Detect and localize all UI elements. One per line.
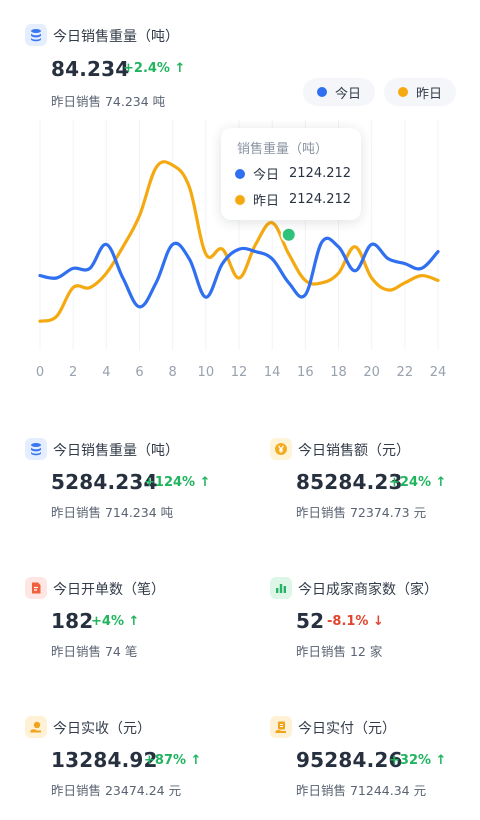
stat-value: 182 xyxy=(51,609,94,633)
x-tick-label: 10 xyxy=(198,365,215,380)
x-tick-label: 0 xyxy=(36,365,44,380)
stat-label: 今日实收（元） xyxy=(53,721,151,737)
legend-yesterday-dot xyxy=(398,87,408,97)
arrow-up-icon: ↑ xyxy=(190,753,202,768)
stat-yesterday: 昨日销售 72374.73 元 xyxy=(296,505,427,520)
money-hand-icon xyxy=(25,716,47,738)
series-yesterday-line xyxy=(38,160,440,323)
stat-yesterday: 昨日销售 71244.34 元 xyxy=(296,783,427,798)
header-yesterday: 昨日销售 74.234 吨 xyxy=(51,94,166,109)
order-document-icon xyxy=(25,577,47,599)
header-value: 84.234 xyxy=(51,57,130,81)
x-tick-label: 20 xyxy=(363,365,380,380)
arrow-up-icon: ↑ xyxy=(128,614,140,629)
arrow-up-icon: ↑ xyxy=(435,753,447,768)
sales-weight-chart: 0 2 4 6 8 10 12 14 16 18 20 22 24 xyxy=(36,120,447,380)
stat-yesterday: 昨日销售 714.234 吨 xyxy=(51,505,174,520)
stat-label: 今日成家商家数（家） xyxy=(298,582,438,598)
series-today-line xyxy=(38,236,440,309)
tooltip-title: 销售重量（吨） xyxy=(237,142,329,157)
x-tick-label: 4 xyxy=(102,365,110,380)
payment-icon xyxy=(270,716,292,738)
stat-value: 95284.26 xyxy=(296,748,403,772)
header-label: 今日销售重量（吨） xyxy=(53,29,179,45)
stat-value: 13284.92 xyxy=(51,748,158,772)
x-tick-label: 6 xyxy=(135,365,143,380)
highlight-point[interactable] xyxy=(280,226,297,243)
x-tick-label: 18 xyxy=(330,365,347,380)
x-tick-label: 8 xyxy=(169,365,177,380)
legend-yesterday[interactable]: 昨日 xyxy=(384,78,457,106)
stat-value: 5284.234 xyxy=(51,470,158,494)
x-tick-label: 14 xyxy=(264,365,281,380)
x-tick-label: 24 xyxy=(430,365,447,380)
header-change: +2.4% ↑ xyxy=(123,61,186,76)
arrow-up-icon: ↑ xyxy=(174,61,186,76)
stat-change: +4% ↑ xyxy=(91,614,140,629)
stat-change: -8.1% ↓ xyxy=(327,614,384,629)
database-icon xyxy=(25,438,47,460)
stat-yesterday: 昨日销售 12 家 xyxy=(296,644,383,659)
stat-value: 85284.23 xyxy=(296,470,403,494)
arrow-up-icon: ↑ xyxy=(199,475,211,490)
legend-today-dot xyxy=(317,87,327,97)
yen-coin-icon xyxy=(270,438,292,460)
stat-change: +32% ↑ xyxy=(389,753,447,768)
tooltip-row-today: 今日 2124.212 xyxy=(235,164,351,183)
stat-label: 今日销售重量（吨） xyxy=(53,443,179,459)
stat-change: +24% ↑ xyxy=(389,475,447,490)
bar-chart-icon xyxy=(270,577,292,599)
stat-yesterday: 昨日销售 23474.24 元 xyxy=(51,783,182,798)
stat-value: 52 xyxy=(296,609,325,633)
stat-change: +124% ↑ xyxy=(144,475,211,490)
x-tick-label: 12 xyxy=(231,365,248,380)
database-icon xyxy=(25,24,47,46)
x-tick-label: 16 xyxy=(297,365,314,380)
tooltip-yesterday-dot xyxy=(235,194,245,205)
tooltip-today-dot xyxy=(235,168,245,179)
stat-yesterday: 昨日销售 74 笔 xyxy=(51,644,138,659)
stat-label: 今日开单数（笔） xyxy=(53,582,165,598)
legend-today[interactable]: 今日 xyxy=(303,78,376,106)
arrow-up-icon: ↑ xyxy=(435,475,447,490)
stat-label: 今日实付（元） xyxy=(298,721,396,737)
arrow-down-icon: ↓ xyxy=(372,614,384,629)
x-tick-label: 2 xyxy=(69,365,77,380)
chart-tooltip: 销售重量（吨） 今日 2124.212 昨日 2124.212 xyxy=(221,128,361,220)
stat-change: +87% ↑ xyxy=(144,753,202,768)
tooltip-row-yesterday: 昨日 2124.212 xyxy=(235,190,351,209)
stat-label: 今日销售额（元） xyxy=(298,443,410,459)
x-tick-label: 22 xyxy=(397,365,414,380)
